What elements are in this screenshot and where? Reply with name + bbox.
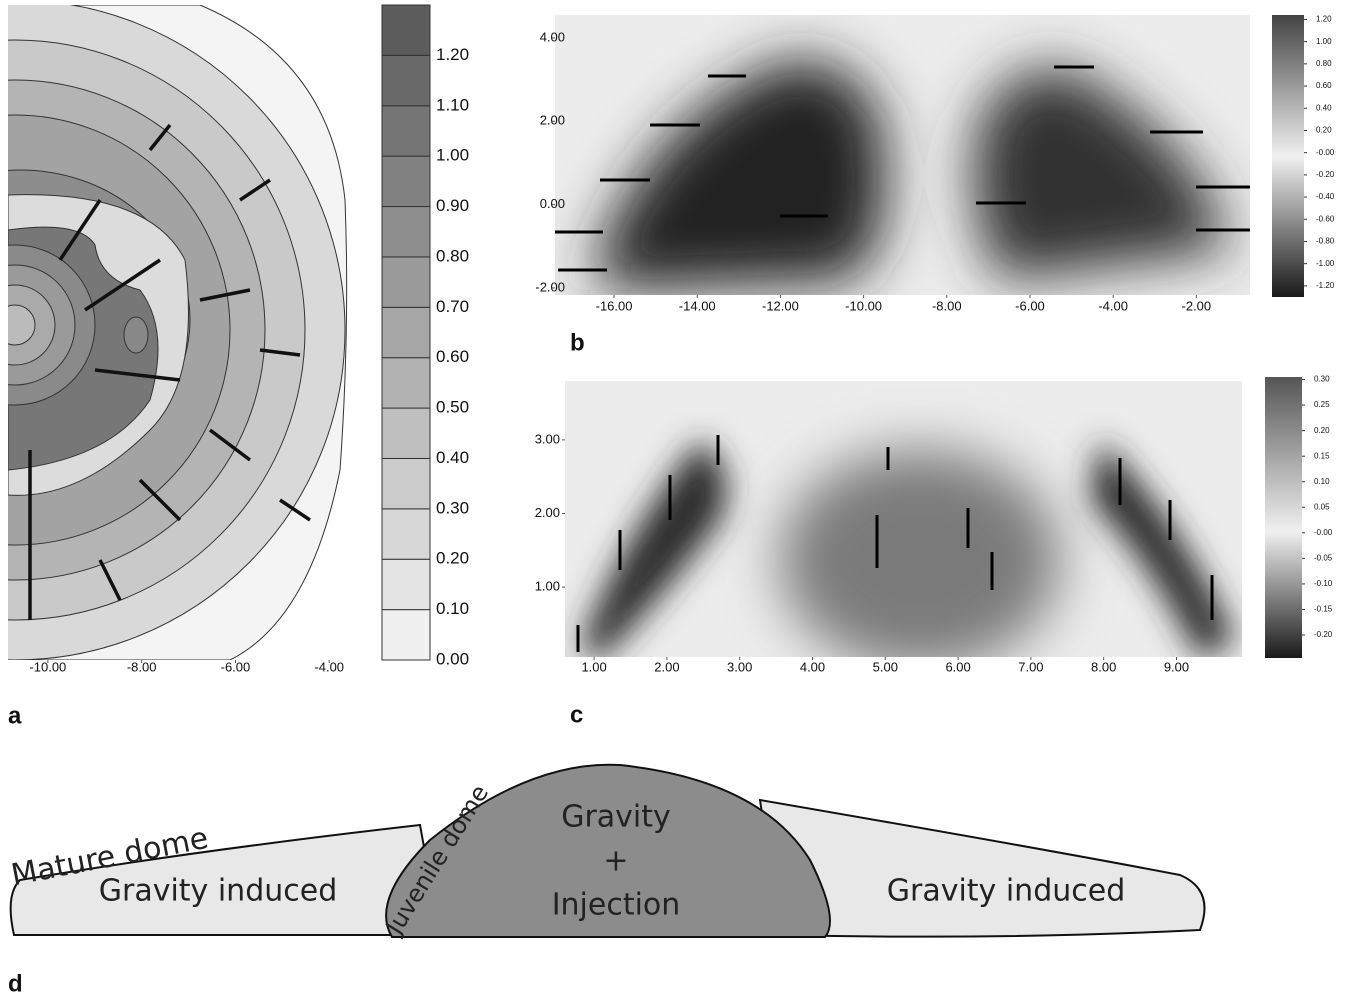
colorbar-label: 0.80: [436, 246, 469, 265]
colorbar-label: 0.90: [436, 196, 469, 215]
colorbar-label: -0.80: [1316, 237, 1335, 246]
colorbar-label: -0.00: [1314, 528, 1333, 537]
colorbar-label: 0.80: [1316, 59, 1332, 68]
colorbar-label: 0.20: [436, 549, 469, 568]
colorbar-level: [382, 307, 430, 357]
colorbar-level: [382, 458, 430, 508]
center-text: Gravity: [561, 800, 671, 835]
colorbar-label: -1.00: [1316, 259, 1335, 268]
x-tick-label: 4.00: [800, 659, 825, 674]
colorbar: [1272, 15, 1304, 297]
x-tick-label: -8.00: [127, 659, 157, 674]
colorbar-level: [382, 106, 430, 156]
x-tick-label: 6.00: [945, 659, 970, 674]
center-text: Injection: [552, 888, 681, 923]
y-tick-label: 0.00: [540, 196, 565, 211]
dome-diagram: Mature dome Juvenile dome Gravity induce…: [8, 765, 1204, 941]
x-tick-label: -10.00: [29, 659, 66, 674]
x-tick-label: -12.00: [762, 298, 799, 313]
x-tick-label: -16.00: [596, 298, 633, 313]
colorbar-level: [382, 207, 430, 257]
y-tick-label: 2.00: [535, 505, 560, 520]
colorbar-label: 0.25: [1314, 400, 1330, 409]
colorbar-label: 0.15: [1314, 451, 1330, 460]
colorbar-label: 0.40: [436, 448, 469, 467]
colorbar-level: [382, 257, 430, 307]
colorbar-label: 0.05: [1314, 502, 1330, 511]
right-text: Gravity induced: [887, 874, 1126, 909]
colorbar-label: -0.20: [1316, 170, 1335, 179]
colorbar-label: 0.40: [1316, 103, 1332, 112]
x-tick-label: 3.00: [727, 659, 752, 674]
colorbar-label: 0.20: [1314, 426, 1330, 435]
colorbar-label: 0.70: [436, 297, 469, 316]
colorbar-level: [382, 156, 430, 206]
x-tick-label: 2.00: [654, 659, 679, 674]
colorbar-label: 0.50: [436, 398, 469, 417]
contour-map: [0, 0, 347, 660]
colorbar-label: -0.20: [1314, 630, 1333, 639]
colorbar-label: 1.00: [436, 146, 469, 165]
colorbar-level: [382, 509, 430, 559]
panel-label: c: [570, 701, 583, 728]
colorbar-label: -0.00: [1316, 148, 1335, 157]
y-tick-label: 3.00: [535, 431, 560, 446]
x-tick-label: 8.00: [1091, 659, 1116, 674]
colorbar-label: 0.10: [436, 599, 469, 618]
x-tick-label: -14.00: [679, 298, 716, 313]
y-tick-label: 1.00: [535, 579, 560, 594]
y-tick-label: 2.00: [540, 113, 565, 128]
center-text: +: [603, 844, 628, 879]
colorbar-label: 0.30: [436, 498, 469, 517]
x-tick-label: 9.00: [1164, 659, 1189, 674]
x-tick-label: -2.00: [1182, 298, 1212, 313]
x-tick-label: 7.00: [1018, 659, 1043, 674]
colorbar-level: [382, 358, 430, 408]
x-tick-label: -10.00: [845, 298, 882, 313]
panel-label: d: [8, 970, 23, 997]
colorbar-label: -1.20: [1316, 281, 1335, 290]
panel-label: a: [8, 702, 22, 729]
x-tick-label: -6.00: [221, 659, 251, 674]
x-tick-label: -6.00: [1015, 298, 1045, 313]
figure: Mature dome Juvenile dome Gravity induce…: [0, 0, 1353, 997]
colorbar-label: 0.60: [1316, 81, 1332, 90]
colorbar-label: -0.40: [1316, 192, 1335, 201]
colorbar-label: -0.10: [1314, 579, 1333, 588]
y-tick-label: 4.00: [540, 29, 565, 44]
heatmap-b: [545, 15, 1254, 295]
colorbar-label: 1.20: [1316, 15, 1332, 24]
left-text: Gravity induced: [99, 874, 338, 909]
colorbar-label: -0.05: [1314, 553, 1333, 562]
colorbar-level: [382, 5, 430, 55]
colorbar-label: 0.20: [1316, 126, 1332, 135]
colorbar-label: 0.00: [436, 649, 469, 668]
colorbar-label: 1.20: [436, 45, 469, 64]
colorbar-label: 1.00: [1316, 37, 1332, 46]
x-tick-label: 1.00: [581, 659, 606, 674]
colorbar-level: [382, 610, 430, 660]
x-tick-label: -4.00: [1098, 298, 1128, 313]
colorbar-label: -0.15: [1314, 605, 1333, 614]
colorbar-label: 0.60: [436, 347, 469, 366]
colorbar-label: 0.10: [1314, 477, 1330, 486]
x-tick-label: -4.00: [314, 659, 344, 674]
x-tick-label: -8.00: [932, 298, 962, 313]
colorbar-label: -0.60: [1316, 214, 1335, 223]
colorbar-label: 0.30: [1314, 375, 1330, 384]
panel-label: b: [570, 329, 585, 356]
colorbar-level: [382, 408, 430, 458]
colorbar: [1265, 377, 1302, 658]
y-tick-label: -2.00: [535, 279, 565, 294]
colorbar-level: [382, 559, 430, 609]
colorbar-level: [382, 55, 430, 105]
colorbar-label: 1.10: [436, 95, 469, 114]
x-tick-label: 5.00: [873, 659, 898, 674]
heatmap-c: [565, 381, 1242, 670]
